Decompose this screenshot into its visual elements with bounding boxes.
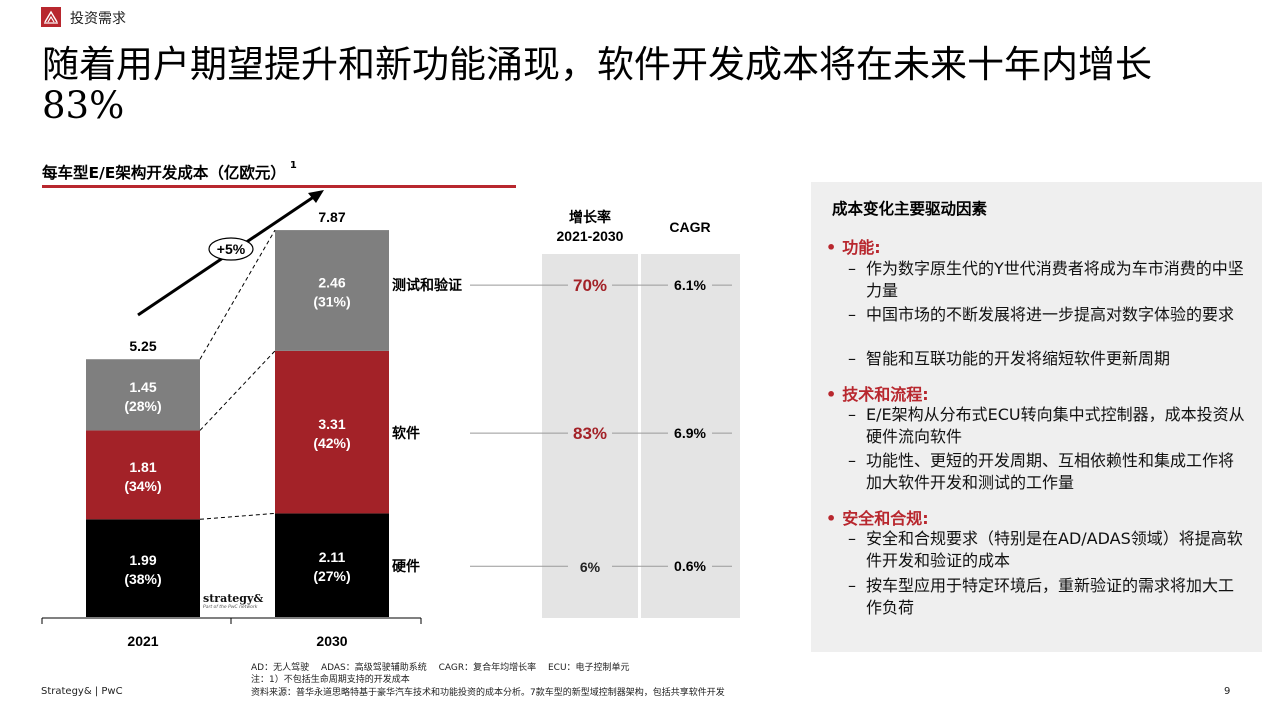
- driver-group-label: 安全和合规:: [842, 509, 929, 528]
- dash-icon: –: [848, 259, 856, 278]
- bar-segment: [86, 519, 200, 617]
- driver-item-text: 作为数字原生代的Y世代消费者将成为车市消费的中坚力量: [866, 259, 1244, 300]
- data-label: 1.45: [129, 379, 156, 395]
- drivers-title: 成本变化主要驱动因素: [832, 200, 988, 218]
- data-label: (31%): [313, 293, 350, 309]
- section-label: 投资需求: [70, 11, 126, 27]
- driver-group-title: • 安全和合规:: [826, 505, 929, 529]
- growth-rate-value: 70%: [573, 276, 607, 295]
- driver-item-text: 安全和合规要求（特别是在AD/ADAS领域）将提高软件开发和验证的成本: [866, 529, 1243, 570]
- data-label: (34%): [124, 478, 161, 494]
- data-label: (38%): [124, 571, 161, 587]
- growth-badge: [208, 237, 254, 261]
- dash-icon: –: [848, 451, 856, 470]
- pwc-logo-icon: [41, 7, 61, 27]
- total-label: 7.87: [318, 209, 345, 225]
- bar-segment: [275, 350, 389, 514]
- data-label: (42%): [313, 435, 350, 451]
- abbreviation-note: AD：无人驾驶 ADAS：高级驾驶辅助系统 CAGR：复合年均增长率 ECU：电…: [251, 663, 630, 673]
- data-label: 3.31: [318, 416, 345, 432]
- bullet-icon: •: [826, 238, 837, 257]
- driver-item-text: 中国市场的不断发展将进一步提高对数字体验的要求: [866, 305, 1235, 324]
- series-label: 软件: [392, 425, 420, 441]
- source-note: 资料来源：普华永道思略特基于豪华汽车技术和功能投资的成本分析。7款车型的新型域控…: [251, 688, 725, 698]
- category-label: 2021: [127, 633, 158, 649]
- drivers-panel: [811, 182, 1262, 652]
- growth-header: 增长率: [569, 209, 611, 225]
- title-rule: [42, 185, 516, 188]
- driver-item-text: 按车型应用于特定环境后，重新验证的需求将加大工作负荷: [866, 576, 1235, 617]
- connector-line: [199, 512, 276, 520]
- driver-item: – 中国市场的不断发展将进一步提高对数字体验的要求: [848, 304, 1246, 326]
- driver-item-text: 智能和互联功能的开发将缩短软件更新周期: [866, 349, 1171, 368]
- data-label: 1.81: [129, 459, 156, 475]
- driver-item-text: E/E架构从分布式ECU转向集中式控制器，成本投资从硬件流向软件: [866, 405, 1245, 446]
- cagr-column-bg: [641, 254, 740, 618]
- chart-layer: 1.99 (38%) 1.81 (34%) 1.45 (28%) 5.25 2021 2.11 (…: [41, 190, 740, 649]
- driver-item: – 安全和合规要求（特别是在AD/ADAS领域）将提高软件开发和验证的成本: [848, 528, 1246, 572]
- footer-brand: Strategy& | PwC: [41, 686, 123, 697]
- growth-rate-value: 6%: [580, 559, 601, 575]
- total-label: 5.25: [129, 338, 156, 354]
- dash-icon: –: [848, 305, 856, 324]
- bar-segment: [275, 230, 389, 351]
- dash-icon: –: [848, 405, 856, 424]
- driver-item-text: 功能性、更短的开发周期、互相依赖性和集成工作将加大软件开发和测试的工作量: [866, 451, 1235, 492]
- cagr-header: CAGR: [669, 219, 710, 235]
- driver-item: – 智能和互联功能的开发将缩短软件更新周期: [848, 348, 1246, 370]
- driver-item: – 功能性、更短的开发周期、互相依赖性和集成工作将加大软件开发和测试的工作量: [848, 450, 1246, 494]
- growth-rate-value: 83%: [573, 424, 607, 443]
- series-label: 测试和验证: [392, 277, 462, 293]
- series-label: 硬件: [392, 558, 420, 574]
- data-label: (28%): [124, 398, 161, 414]
- strategy-logo-subtext: Part of the PwC network: [203, 605, 258, 610]
- driver-group-label: 技术和流程:: [842, 385, 929, 404]
- page-title: 随着用户期望提升和新功能涌现，软件开发成本将在未来十年内增长83%: [42, 43, 1152, 127]
- driver-item: – E/E架构从分布式ECU转向集中式控制器，成本投资从硬件流向软件: [848, 404, 1246, 448]
- chart-title-text: 每车型E/E架构开发成本（亿欧元）: [42, 164, 286, 182]
- driver-item: – 按车型应用于特定环境后，重新验证的需求将加大工作负荷: [848, 575, 1246, 619]
- data-label: 2.46: [318, 274, 345, 290]
- footnote: 注：1）不包括生命周期支持的开发成本: [251, 675, 410, 685]
- data-label: 2.11: [319, 549, 346, 565]
- page-number: 9: [1224, 686, 1231, 697]
- connector-line: [199, 350, 276, 431]
- dash-icon: –: [848, 576, 856, 595]
- stacked-bar-chart: 1.99 (38%) 1.81 (34%) 1.45 (28%) 5.25 2021 2.11 (…: [41, 190, 740, 649]
- growth-badge-label: +5%: [217, 241, 246, 257]
- dash-icon: –: [848, 349, 856, 368]
- data-label: 1.99: [129, 552, 156, 568]
- driver-group-title: • 技术和流程:: [826, 381, 929, 405]
- growth-column-bg: [542, 254, 638, 618]
- bar-segment: [275, 513, 389, 617]
- driver-group-title: • 功能:: [826, 234, 881, 258]
- chart-title-footnote: 1: [289, 159, 297, 171]
- bar-segment: [86, 359, 200, 431]
- driver-item: – 作为数字原生代的Y世代消费者将成为车市消费的中坚力量: [848, 258, 1246, 302]
- connector-line: [199, 229, 276, 360]
- growth-arrow-head: [308, 190, 324, 203]
- cagr-value: 0.6%: [674, 558, 706, 574]
- category-label: 2030: [316, 633, 347, 649]
- cagr-value: 6.9%: [674, 425, 706, 441]
- strategy-logo: strategy& Part of the PwC network: [203, 592, 263, 610]
- chart-title: 每车型E/E架构开发成本（亿欧元） 1: [42, 159, 297, 183]
- cagr-value: 6.1%: [674, 277, 706, 293]
- bar-segment: [86, 430, 200, 520]
- strategy-logo-text: strategy&: [203, 592, 264, 605]
- bullet-icon: •: [826, 385, 837, 404]
- driver-group-label: 功能:: [842, 238, 881, 257]
- growth-header-years: 2021-2030: [557, 228, 624, 244]
- dash-icon: –: [848, 529, 856, 548]
- data-label: (27%): [313, 568, 350, 584]
- bullet-icon: •: [826, 509, 837, 528]
